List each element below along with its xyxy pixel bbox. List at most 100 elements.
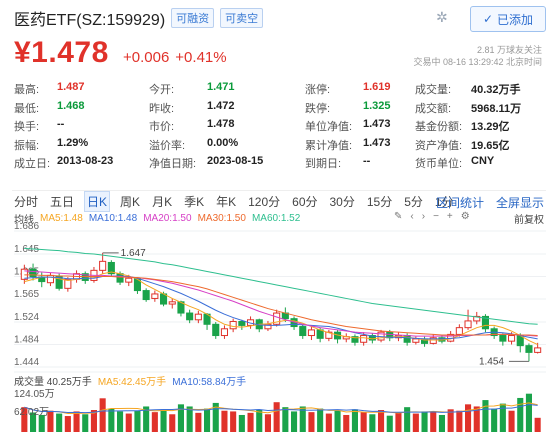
- adjust-label: 前复权: [514, 215, 544, 226]
- range-stats-link[interactable]: 区间统计: [435, 196, 484, 210]
- stat-label: 净值日期:: [149, 158, 197, 171]
- volume-bar: [430, 412, 437, 432]
- candle-body: [229, 320, 237, 330]
- volume-bar: [404, 407, 411, 432]
- volume-bar: [273, 402, 280, 432]
- candle-body: [116, 273, 124, 283]
- volume-bar: [73, 411, 80, 432]
- candle-body: [81, 273, 89, 281]
- stat-value-inception: 2013-08-23: [57, 155, 114, 168]
- volume-bar: [299, 406, 306, 432]
- y-tick-label: 1.524: [14, 312, 39, 323]
- stock-header: 医药ETF(SZ:159929) 可融资 可卖空: [14, 8, 264, 29]
- tag-short-sell[interactable]: 可卖空: [220, 8, 264, 28]
- tab-120min[interactable]: 120分: [248, 194, 281, 209]
- adjust-select[interactable]: 前复权: [514, 211, 544, 226]
- y-tick-label: 1.565: [14, 289, 39, 300]
- volume-bar: [117, 411, 124, 432]
- candle-body: [64, 278, 72, 289]
- stat-value-prev-close: 1.472: [207, 99, 235, 112]
- stat-value-high: 1.487: [57, 81, 85, 94]
- volume-bar: [56, 413, 63, 432]
- tab-monthly-k[interactable]: 月K: [152, 194, 173, 209]
- tab-5day[interactable]: 五日: [50, 194, 75, 209]
- volume-max-tick: 124.05万: [14, 389, 55, 400]
- volume-bar: [169, 414, 176, 432]
- tab-quarterly-k[interactable]: 季K: [184, 194, 205, 209]
- stat-label: 今开:: [149, 84, 175, 97]
- volume-bar: [508, 410, 515, 432]
- candle-body: [307, 329, 315, 337]
- volume-bar: [438, 414, 445, 432]
- tab-weekly-k[interactable]: 周K: [120, 194, 141, 209]
- tab-60min[interactable]: 60分: [292, 194, 318, 209]
- candle-body: [29, 268, 37, 278]
- ma-legend: 均线 MA5:1.48 MA10:1.48 MA20:1.50 MA30:1.5…: [14, 211, 300, 226]
- ma10-label: MA10:1.48: [88, 213, 138, 224]
- low-annotation: 1.454: [479, 356, 504, 367]
- stat-value-volume: 40.32万手: [471, 84, 521, 97]
- candle-body: [220, 328, 228, 337]
- next-icon[interactable]: ›: [421, 211, 426, 222]
- stat-label: 成立日:: [14, 158, 51, 171]
- added-button[interactable]: ✓ 已添加: [470, 6, 546, 32]
- zoom-out-icon[interactable]: −: [433, 211, 439, 222]
- tab-yearly-k[interactable]: 年K: [216, 194, 237, 209]
- volume-bar: [369, 414, 376, 432]
- volume-bar: [177, 404, 184, 432]
- high-annotation: 1.647: [121, 248, 146, 259]
- tab-5min[interactable]: 5分: [404, 194, 423, 209]
- volume-bar: [247, 412, 254, 432]
- ma-line-ma20: [24, 270, 538, 337]
- ma-line-ma60: [24, 247, 538, 325]
- candle-body: [360, 335, 368, 343]
- draw-tool-icon[interactable]: ✎: [394, 211, 403, 222]
- fullscreen-link[interactable]: 全屏显示: [495, 196, 544, 210]
- tab-30min[interactable]: 30分: [329, 194, 355, 209]
- volume-bar: [534, 417, 541, 432]
- candle-body: [212, 323, 220, 337]
- tab-intraday[interactable]: 分时: [14, 194, 39, 209]
- prev-icon[interactable]: ‹: [410, 211, 414, 222]
- candle-body: [168, 301, 176, 305]
- period-tabs: 分时 五日 日K 周K 月K 季K 年K 120分 60分 30分 15分 5分…: [12, 190, 546, 212]
- candle-body: [273, 312, 281, 325]
- added-label: 已添加: [497, 12, 534, 27]
- stats-row: 换手: -- 市价: 1.478 单位净值: 1.473 基金份额: 13.29亿: [14, 117, 544, 136]
- ma5-label: MA5:1.48: [40, 213, 83, 224]
- settings-gear-icon[interactable]: ⚙: [460, 211, 470, 222]
- zoom-in-icon[interactable]: +: [446, 211, 453, 222]
- volume-label: 成交量 40.25万手: [14, 377, 92, 388]
- stats-row: 成立日: 2013-08-23 净值日期: 2023-08-15 到期日: -- 货币…: [14, 154, 544, 173]
- volume-bar: [525, 393, 532, 432]
- tab-1min[interactable]: 1分: [434, 194, 454, 209]
- volume-bar: [134, 410, 141, 432]
- stat-value-low: 1.468: [57, 99, 85, 112]
- current-price: ¥1.478: [14, 36, 109, 69]
- tab-daily-k[interactable]: 日K: [84, 190, 111, 212]
- quote-meta: 2.81 万球友关注 交易中 08-16 13:29:42 北京时间: [413, 44, 542, 68]
- candle-body: [368, 335, 376, 341]
- volume-bar: [125, 413, 132, 432]
- stat-value-nav-date: 2023-08-15: [207, 155, 264, 168]
- stat-value-net-assets: 19.65亿: [471, 139, 510, 152]
- settings-icon[interactable]: ✲: [436, 9, 448, 25]
- stock-title: 医药ETF(SZ:159929): [14, 12, 166, 29]
- stats-row: 最高: 1.487 今开: 1.471 涨停: 1.619 成交量: 40.32万手: [14, 80, 544, 99]
- volume-bar: [186, 406, 193, 432]
- tag-margin-buy[interactable]: 可融资: [171, 8, 215, 28]
- candle-body: [534, 347, 542, 353]
- candle-body: [186, 312, 194, 321]
- stat-value-maturity: --: [363, 155, 371, 168]
- candle-body: [20, 268, 28, 280]
- ma30-label: MA30:1.50: [197, 213, 246, 224]
- candle-body: [525, 345, 533, 353]
- stat-label: 基金份额:: [415, 121, 463, 134]
- stat-value-cum-nav: 1.473: [363, 136, 391, 149]
- stat-value-premium: 0.00%: [207, 136, 239, 149]
- volume-bar: [108, 408, 115, 432]
- candle-body: [125, 277, 133, 283]
- tab-15min[interactable]: 15分: [366, 194, 393, 209]
- volume-legend: 成交量 40.25万手 MA5:42.45万手 MA10:58.84万手: [14, 373, 246, 388]
